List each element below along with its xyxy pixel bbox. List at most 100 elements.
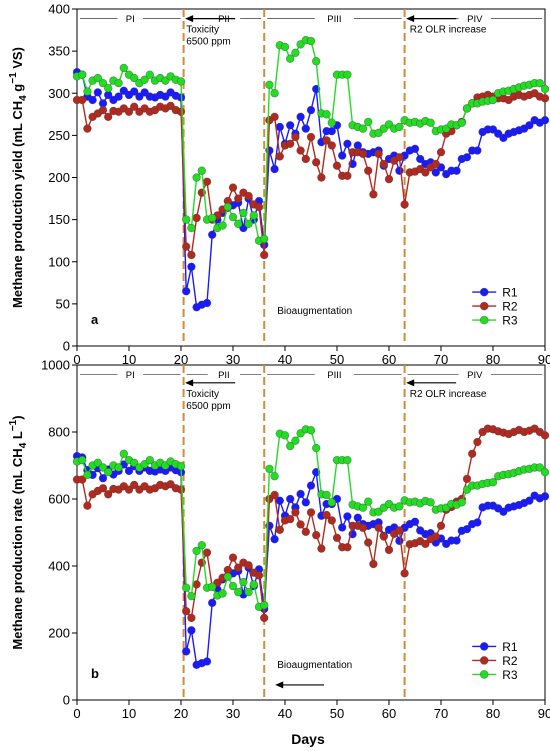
series-r3: [72, 425, 550, 612]
data-point: [395, 536, 404, 546]
data-point: [369, 190, 378, 199]
data-point: [228, 183, 238, 192]
y-tick-label: 100: [48, 254, 70, 269]
data-point: [275, 525, 284, 535]
data-point: [462, 524, 472, 534]
data-point: [358, 124, 368, 133]
x-tick-label: 60: [382, 706, 396, 721]
y-tick-label: 200: [48, 170, 70, 185]
data-point: [202, 177, 212, 186]
data-point: [395, 502, 404, 511]
data-point: [93, 88, 103, 97]
data-point: [208, 213, 217, 223]
panel-label: b: [91, 666, 99, 681]
data-point: [462, 153, 472, 162]
data-point: [218, 589, 227, 598]
annotation-text: Bioaugmentation: [277, 660, 352, 671]
data-point: [400, 200, 409, 209]
data-point: [218, 221, 227, 230]
data-point: [364, 497, 373, 506]
data-point: [312, 158, 321, 167]
data-point: [312, 57, 321, 66]
y-axis-label-part: L: [10, 431, 25, 443]
data-point: [140, 75, 149, 84]
data-point: [208, 582, 217, 591]
data-point: [98, 463, 108, 472]
y-tick-label: 400: [48, 559, 70, 574]
data-point: [374, 149, 383, 159]
data-point: [317, 544, 326, 553]
panel-label: a: [91, 312, 99, 327]
data-point: [379, 159, 388, 169]
data-point: [197, 541, 207, 550]
y-tick-label: 400: [48, 2, 70, 17]
annotation-text: 6500 ppm: [186, 37, 230, 48]
data-point: [535, 78, 544, 88]
data-point: [77, 70, 87, 79]
data-point: [197, 166, 207, 175]
data-point: [145, 455, 155, 465]
data-point: [286, 441, 295, 451]
data-point: [192, 213, 201, 223]
data-point: [431, 159, 440, 169]
data-point: [436, 521, 446, 530]
y-axis-label-part: g: [10, 84, 25, 96]
data-point: [187, 613, 196, 623]
data-point: [322, 510, 331, 520]
data-point: [395, 526, 404, 535]
annotation-text: R2 OLR increase: [410, 25, 487, 36]
data-point: [182, 583, 191, 592]
data-point: [187, 591, 196, 601]
legend-label-r2: R2: [502, 300, 518, 314]
data-point: [228, 212, 238, 222]
data-point: [410, 144, 420, 154]
data-point: [119, 449, 129, 458]
data-point: [83, 124, 92, 133]
data-point: [77, 95, 87, 105]
data-point: [93, 458, 103, 468]
data-point: [223, 572, 233, 581]
data-point: [384, 174, 394, 184]
data-point: [462, 104, 472, 113]
y-tick-label: 350: [48, 44, 70, 59]
phase-label: PIV: [467, 14, 483, 25]
legend-label-r3: R3: [502, 668, 518, 682]
data-point: [364, 538, 373, 547]
data-point: [327, 118, 336, 127]
data-point: [540, 468, 550, 477]
y-axis-label: Methane production rate (mL CH4 L−1): [8, 415, 29, 649]
data-point: [234, 219, 243, 229]
y-tick-label: 0: [63, 693, 70, 708]
data-point: [312, 443, 321, 453]
data-point: [312, 530, 321, 540]
data-point: [192, 173, 201, 182]
data-point: [270, 112, 279, 122]
data-point: [260, 234, 269, 244]
data-point: [291, 436, 300, 445]
y-axis-label-part: 4: [18, 95, 29, 101]
data-point: [280, 431, 290, 440]
data-point: [296, 112, 305, 122]
data-point: [192, 580, 201, 589]
data-point: [327, 126, 336, 136]
data-point: [327, 498, 336, 507]
y-axis-label-part: Methane production yield (mL CH: [10, 101, 25, 308]
data-point: [239, 577, 248, 587]
y-axis-label-part: Methane production rate (mL CH: [10, 448, 25, 649]
data-point: [473, 437, 482, 447]
data-point: [540, 116, 550, 125]
phase-label: PII: [218, 14, 230, 25]
legend-marker: [479, 670, 489, 679]
data-point: [488, 95, 498, 105]
data-point: [364, 166, 373, 175]
legend-label-r1: R1: [502, 286, 518, 300]
data-point: [124, 107, 134, 116]
data-point: [249, 211, 259, 220]
data-point: [343, 139, 352, 149]
data-point: [306, 132, 316, 142]
y-tick-label: 50: [56, 296, 70, 311]
data-point: [234, 563, 243, 572]
data-point: [540, 431, 550, 440]
data-point: [343, 543, 352, 552]
data-point: [182, 242, 191, 251]
